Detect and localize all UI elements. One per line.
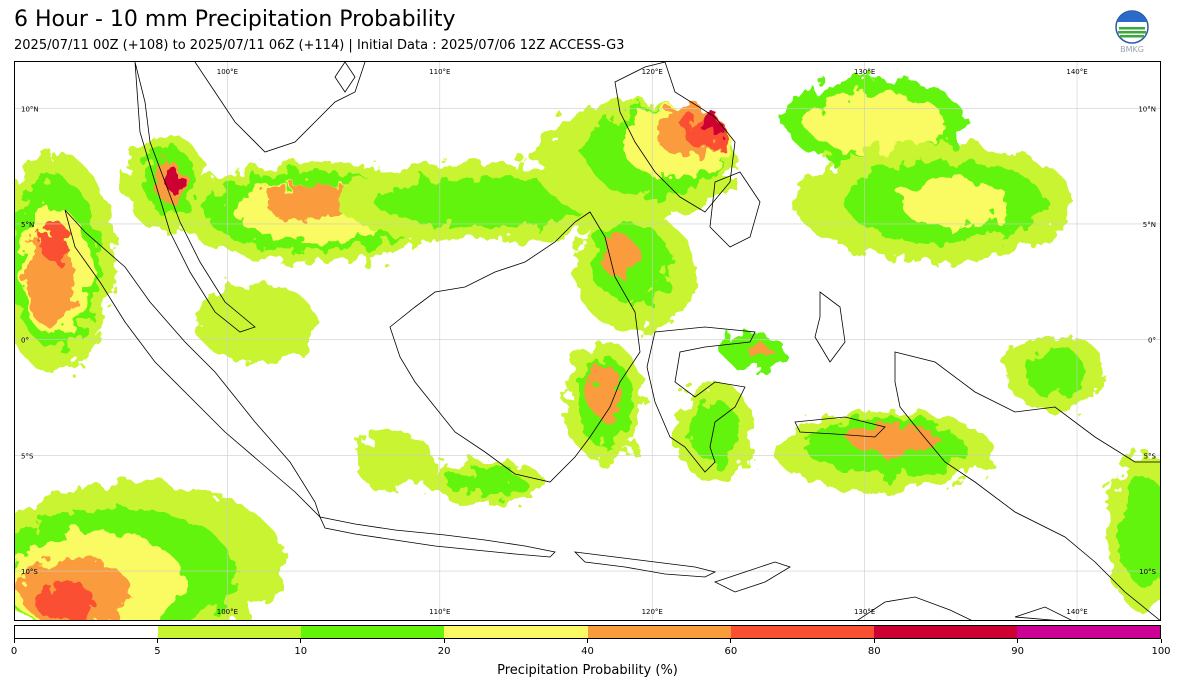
lat-label-right: 0° bbox=[1148, 337, 1156, 345]
colorbar-tick-label: 80 bbox=[867, 646, 881, 657]
lat-label-right: 5°N bbox=[1143, 221, 1156, 229]
probability-contour bbox=[165, 168, 181, 192]
colorbar-tick bbox=[587, 639, 588, 643]
colorbar-segment bbox=[1016, 626, 1160, 638]
colorbar-segment bbox=[587, 626, 731, 638]
coastlines bbox=[64, 62, 1160, 620]
lon-label-bottom: 140°E bbox=[1066, 608, 1087, 616]
probability-contour bbox=[195, 282, 315, 362]
lon-label-bottom: 130°E bbox=[854, 608, 875, 616]
colorbar-tick-label: 90 bbox=[1011, 646, 1024, 657]
lat-label-left: 10°S bbox=[21, 568, 38, 576]
lon-label-top: 100°E bbox=[217, 68, 238, 76]
lon-label-bottom: 100°E bbox=[217, 608, 238, 616]
colorbar-tick bbox=[13, 639, 15, 643]
probability-contour bbox=[850, 425, 940, 455]
colorbar-tick bbox=[443, 639, 445, 643]
page-subtitle: 2025/07/11 00Z (+108) to 2025/07/11 06Z … bbox=[14, 38, 625, 53]
probability-contour bbox=[805, 92, 945, 152]
colorbar-tick-label: 60 bbox=[724, 646, 738, 657]
colorbar-tick bbox=[156, 639, 158, 643]
colorbar-tick-label: 20 bbox=[437, 646, 451, 657]
colorbar-segment bbox=[730, 626, 874, 638]
colorbar-tick-label: 10 bbox=[294, 646, 308, 657]
colorbar-tick bbox=[1017, 639, 1019, 643]
probability-contour bbox=[700, 110, 720, 134]
lon-label-bottom: 110°E bbox=[429, 608, 450, 616]
precipitation-map: 100°E 110°E 120°E 130°E 140°E 100°E 110°E 120°E… bbox=[14, 61, 1161, 621]
probability-contour bbox=[748, 344, 772, 360]
graticule bbox=[15, 62, 1160, 620]
probability-contour bbox=[900, 177, 1010, 227]
colorbar-segment bbox=[158, 626, 302, 638]
probability-contour bbox=[1120, 477, 1160, 587]
colorbar-segment bbox=[15, 626, 159, 638]
lat-label-right: 5°S bbox=[1144, 452, 1157, 460]
lat-label-left: 5°S bbox=[21, 452, 34, 460]
lon-label-bottom: 120°E bbox=[642, 608, 663, 616]
probability-contour bbox=[600, 237, 640, 277]
probability-contour bbox=[375, 177, 595, 227]
lon-label-top: 140°E bbox=[1066, 68, 1087, 76]
bmkg-logo-icon: BMKG bbox=[1112, 10, 1152, 56]
lat-label-left: 0° bbox=[21, 337, 29, 345]
colorbar-tick bbox=[300, 639, 302, 643]
lat-label-left: 10°N bbox=[21, 105, 39, 113]
colorbar-segment bbox=[301, 626, 445, 638]
lat-label-right: 10°N bbox=[1138, 105, 1156, 113]
probability-contour bbox=[35, 582, 95, 620]
map-canvas: 100°E 110°E 120°E 130°E 140°E 100°E 110°E 120°E… bbox=[15, 62, 1160, 620]
colorbar-tick bbox=[730, 639, 732, 643]
lat-label-left: 5°N bbox=[21, 221, 34, 229]
probability-contour bbox=[445, 470, 525, 494]
lon-label-top: 130°E bbox=[854, 68, 875, 76]
colorbar-tick-label: 5 bbox=[154, 646, 161, 657]
colorbar-tick-label: 0 bbox=[10, 646, 18, 657]
colorbar-tick bbox=[1160, 639, 1162, 643]
colorbar-tick bbox=[873, 639, 875, 643]
coordinate-labels: 100°E 110°E 120°E 130°E 140°E 100°E 110°E 120°E… bbox=[21, 68, 1157, 616]
probability-contour bbox=[1025, 347, 1085, 397]
logo-text: BMKG bbox=[1120, 45, 1144, 54]
probability-contour bbox=[25, 237, 75, 327]
lon-label-top: 120°E bbox=[642, 68, 663, 76]
colorbar-tick-label: 40 bbox=[581, 646, 594, 657]
colorbar-segment bbox=[444, 626, 588, 638]
probability-contour bbox=[355, 432, 435, 492]
lon-label-top: 110°E bbox=[429, 68, 450, 76]
probability-contour bbox=[590, 364, 620, 420]
page-title: 6 Hour - 10 mm Precipitation Probability bbox=[14, 7, 456, 32]
lat-label-right: 10°S bbox=[1139, 568, 1156, 576]
colorbar-tick-label: 100 bbox=[1151, 646, 1171, 657]
probability-contour bbox=[690, 402, 740, 462]
colorbar-segment bbox=[873, 626, 1017, 638]
precipitation-layer bbox=[15, 77, 1160, 620]
colorbar-title: Precipitation Probability (%) bbox=[497, 663, 678, 678]
colorbar bbox=[14, 625, 1161, 639]
probability-contour bbox=[40, 222, 70, 262]
